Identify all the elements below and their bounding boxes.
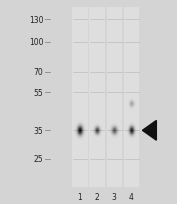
Text: 70: 70 — [34, 68, 43, 77]
Text: 100: 100 — [29, 38, 43, 47]
Bar — [124, 8, 139, 187]
Bar — [72, 8, 88, 187]
Text: 4: 4 — [129, 192, 134, 201]
Text: 55: 55 — [34, 88, 43, 97]
Bar — [107, 8, 122, 187]
Text: 1: 1 — [78, 192, 82, 201]
Text: 35: 35 — [34, 126, 43, 135]
Text: 25: 25 — [34, 154, 43, 163]
Text: 130: 130 — [29, 16, 43, 25]
Polygon shape — [142, 121, 156, 141]
Text: 3: 3 — [112, 192, 117, 201]
Bar — [89, 8, 105, 187]
Text: 2: 2 — [95, 192, 100, 201]
